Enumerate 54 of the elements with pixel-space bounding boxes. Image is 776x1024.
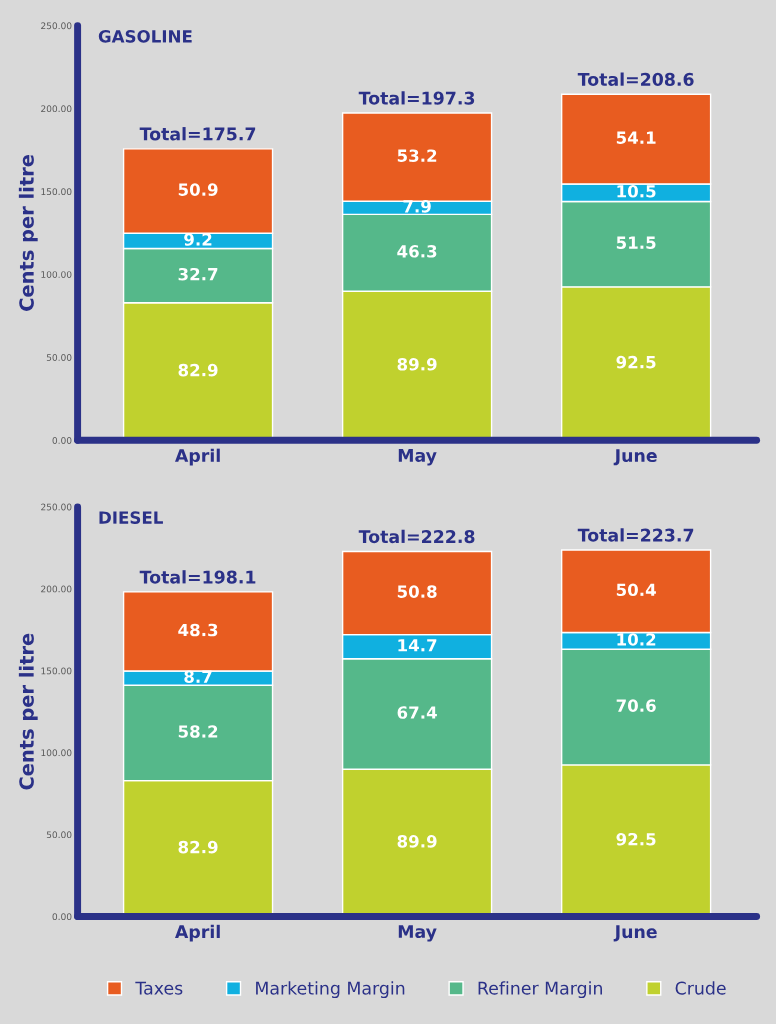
- y-tick-label: 200.00: [41, 585, 72, 593]
- y-tick-label: 50.00: [46, 354, 72, 361]
- y-tick-label: 0.00: [52, 913, 72, 921]
- data-label: 67.4: [397, 706, 437, 719]
- total-label: Total=223.7: [577, 528, 694, 542]
- data-label: 89.9: [397, 357, 437, 371]
- total-label: Total=197.3: [358, 91, 475, 105]
- data-label: 50.9: [178, 183, 218, 196]
- data-label: 32.7: [178, 267, 218, 281]
- chart-title: GASOLINE: [98, 30, 192, 43]
- data-label: 46.3: [397, 245, 437, 258]
- data-label: 58.2: [178, 725, 218, 738]
- data-label: 92.5: [616, 355, 656, 369]
- data-label: 14.7: [398, 639, 437, 652]
- y-tick-label: 150.00: [41, 667, 72, 675]
- y-tick-label: 100.00: [41, 749, 72, 757]
- y-axis-title: Cents per litre: [18, 155, 38, 311]
- x-tick-label: June: [613, 449, 657, 466]
- total-label: Total=175.7: [139, 127, 256, 141]
- data-label: 51.5: [616, 236, 656, 249]
- x-tick-label: April: [174, 924, 220, 942]
- y-tick-label: 0.00: [52, 437, 72, 444]
- y-tick-label: 250.00: [41, 22, 72, 30]
- data-label: 10.2: [617, 633, 656, 646]
- data-label: 53.2: [397, 149, 437, 162]
- total-label: Total=208.6: [577, 72, 694, 86]
- chart-title: DIESEL: [99, 511, 163, 524]
- data-label: 48.3: [178, 623, 218, 637]
- legend-label: Marketing Margin: [256, 981, 405, 999]
- x-tick-label: May: [398, 925, 437, 942]
- data-label: 89.9: [397, 835, 437, 848]
- y-tick-label: 250.00: [41, 503, 72, 511]
- x-tick-label: April: [174, 448, 220, 466]
- y-tick-label: 200.00: [41, 105, 72, 113]
- total-label: Total=198.1: [139, 570, 256, 584]
- legend-label: Taxes: [135, 981, 183, 995]
- y-tick-label: 50.00: [46, 831, 72, 839]
- y-axis-title: Cents per litre: [18, 633, 38, 790]
- data-label: 82.9: [178, 363, 218, 377]
- data-label: 8.7: [184, 670, 212, 684]
- data-label: 54.1: [616, 131, 656, 144]
- y-tick-label: 150.00: [41, 188, 72, 196]
- legend-label: Refiner Margin: [478, 981, 602, 999]
- data-label: 70.6: [616, 699, 656, 712]
- data-label: 10.5: [617, 184, 656, 198]
- data-label: 92.5: [616, 832, 656, 846]
- y-tick-label: 100.00: [41, 271, 72, 278]
- x-tick-label: June: [613, 925, 657, 942]
- data-label: 50.8: [397, 585, 437, 598]
- total-label: Total=222.8: [358, 529, 475, 544]
- data-label: 50.4: [616, 583, 656, 597]
- data-label: 82.9: [178, 840, 218, 854]
- x-tick-label: May: [398, 449, 437, 466]
- legend-label: Crude: [675, 981, 726, 995]
